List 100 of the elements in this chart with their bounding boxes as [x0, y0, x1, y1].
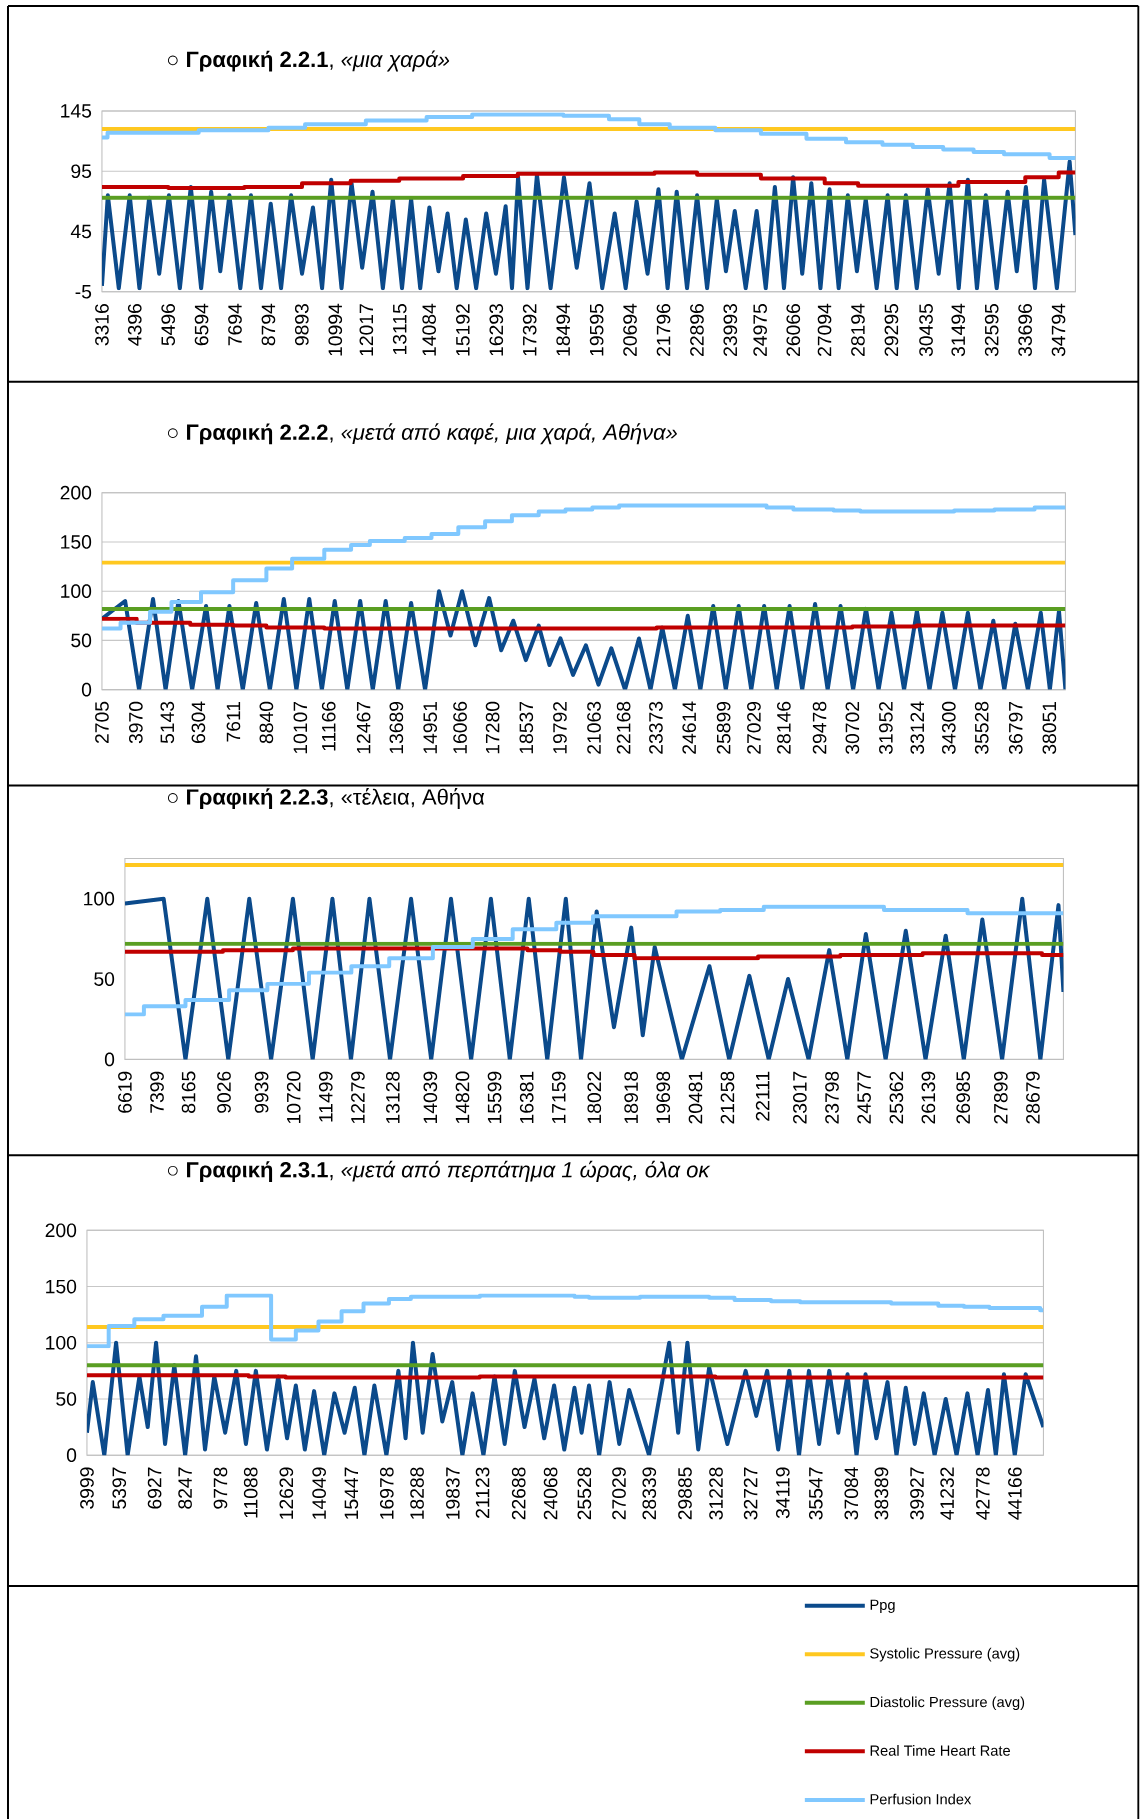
x-tick-label: 22111	[755, 1071, 770, 1121]
x-tick-label: 19837	[445, 1467, 460, 1519]
x-tick-label: 22168	[616, 701, 631, 754]
x-tick-label: 32727	[743, 1467, 758, 1520]
y-tick-label: 150	[60, 535, 91, 549]
x-tick-label: 27029	[746, 701, 761, 754]
x-tick-label: 17280	[485, 701, 500, 754]
x-tick-label: 28194	[850, 303, 865, 356]
x-tick-label: 15599	[487, 1071, 502, 1124]
x-tick-label: 14820	[455, 1071, 470, 1124]
x-tick-label: 6594	[194, 303, 209, 346]
y-tick-label: 100	[83, 891, 114, 906]
y-tick-label: 0	[81, 682, 91, 697]
x-tick-label: 13689	[389, 701, 404, 754]
x-tick-label: 16293	[489, 304, 503, 356]
line-series	[101, 589, 1066, 690]
x-tick-label: 15192	[455, 304, 470, 356]
x-tick-label: 6927	[147, 1467, 162, 1509]
y-tick-label: -5	[75, 285, 91, 299]
x-tick-label: 25528	[577, 1467, 591, 1520]
x-tick-label: 14951	[423, 701, 437, 754]
x-tick-label: 23993	[723, 304, 737, 356]
y-tick-label: 50	[56, 1392, 76, 1406]
x-tick-label: 28339	[642, 1467, 656, 1520]
x-tick-label: 28679	[1025, 1071, 1040, 1124]
y-tick-label: 50	[94, 972, 114, 986]
x-tick-label: 9778	[213, 1467, 228, 1509]
x-tick-label: 19792	[552, 701, 567, 754]
x-tick-label: 6619	[117, 1071, 132, 1113]
chart-title: ○ Γραφική 2.3.1, «μετά από περπάτημα 1 ώρας, όλα οκ	[167, 1160, 711, 1182]
x-tick-label: 24975	[753, 304, 767, 356]
x-tick-label: 23017	[792, 1071, 807, 1124]
x-tick-label: 39927	[909, 1467, 924, 1520]
x-tick-label: 8247	[178, 1467, 192, 1509]
x-tick-label: 41232	[940, 1467, 954, 1520]
x-tick-label: 3316	[94, 304, 109, 346]
x-tick-label: 18288	[410, 1467, 424, 1519]
x-tick-label: 37084	[844, 1467, 858, 1520]
legend-label: Real Time Heart Rate	[870, 1745, 1010, 1756]
x-tick-label: 8794	[261, 303, 276, 346]
x-tick-label: 7694	[227, 303, 242, 346]
x-tick-label: 9026	[216, 1071, 231, 1113]
x-tick-label: 10994	[328, 303, 342, 356]
x-tick-label: 26066	[786, 304, 800, 356]
x-tick-label: 42778	[975, 1467, 990, 1520]
x-tick-label: 9939	[254, 1071, 269, 1113]
x-tick-label: 11499	[318, 1071, 333, 1122]
x-tick-label: 33696	[1018, 304, 1032, 357]
y-tick-label: 50	[71, 633, 91, 648]
x-tick-label: 12629	[279, 1467, 293, 1519]
x-tick-label: 11088	[243, 1467, 258, 1518]
x-tick-label: 4396	[127, 304, 142, 346]
x-tick-label: 22688	[511, 1467, 526, 1520]
legend-label: Systolic Pressure (avg)	[869, 1647, 1020, 1662]
y-tick-label: 200	[60, 485, 91, 500]
x-tick-label: 3970	[128, 701, 143, 744]
x-tick-label: 23373	[648, 701, 663, 754]
x-tick-label: 8165	[181, 1071, 196, 1113]
x-tick-label: 2705	[94, 701, 109, 743]
chart-title: ○ Γραφική 2.2.1, «μια χαρά»	[167, 50, 449, 72]
x-tick-label: 25899	[716, 701, 731, 754]
x-tick-label: 27899	[993, 1071, 1008, 1124]
x-tick-label: 19698	[656, 1071, 670, 1124]
x-tick-label: 29478	[812, 701, 827, 754]
x-tick-label: 5397	[112, 1467, 126, 1509]
x-tick-label: 14049	[312, 1467, 326, 1519]
x-tick-label: 12017	[359, 304, 374, 356]
x-tick-label: 44166	[1007, 1467, 1022, 1520]
x-tick-label: 28146	[776, 701, 791, 754]
x-tick-label: 24068	[543, 1467, 558, 1520]
x-tick-label: 26139	[921, 1071, 936, 1124]
y-tick-label: 150	[45, 1279, 76, 1294]
x-tick-label: 21258	[720, 1071, 735, 1124]
x-tick-label: 29295	[884, 304, 899, 356]
x-tick-label: 27094	[817, 303, 832, 356]
x-tick-label: 20694	[623, 303, 637, 356]
x-tick-label: 20481	[688, 1071, 703, 1124]
x-tick-label: 18022	[587, 1071, 601, 1124]
x-tick-label: 7611	[226, 701, 241, 742]
x-tick-label: 29885	[677, 1467, 692, 1520]
x-tick-label: 16978	[379, 1467, 394, 1519]
line-series	[101, 159, 1076, 291]
x-tick-label: 13128	[385, 1071, 400, 1124]
x-tick-label: 35547	[808, 1467, 823, 1520]
x-tick-label: 10720	[286, 1071, 301, 1124]
x-tick-label: 22896	[689, 304, 704, 356]
x-tick-label: 18918	[624, 1071, 638, 1124]
x-tick-label: 16381	[519, 1071, 534, 1124]
x-tick-label: 31494	[951, 303, 965, 357]
x-tick-label: 30702	[845, 701, 860, 754]
x-tick-label: 17159	[551, 1071, 566, 1124]
x-tick-label: 24614	[682, 701, 696, 754]
x-tick-label: 12279	[350, 1071, 365, 1124]
legend-label: Ppg	[870, 1599, 895, 1613]
x-tick-label: 15447	[344, 1467, 358, 1519]
x-tick-label: 34119	[775, 1467, 790, 1519]
x-tick-label: 27029	[611, 1467, 626, 1520]
x-tick-label: 21796	[656, 304, 671, 356]
x-tick-label: 14039	[423, 1071, 438, 1124]
x-tick-label: 17392	[522, 304, 537, 356]
